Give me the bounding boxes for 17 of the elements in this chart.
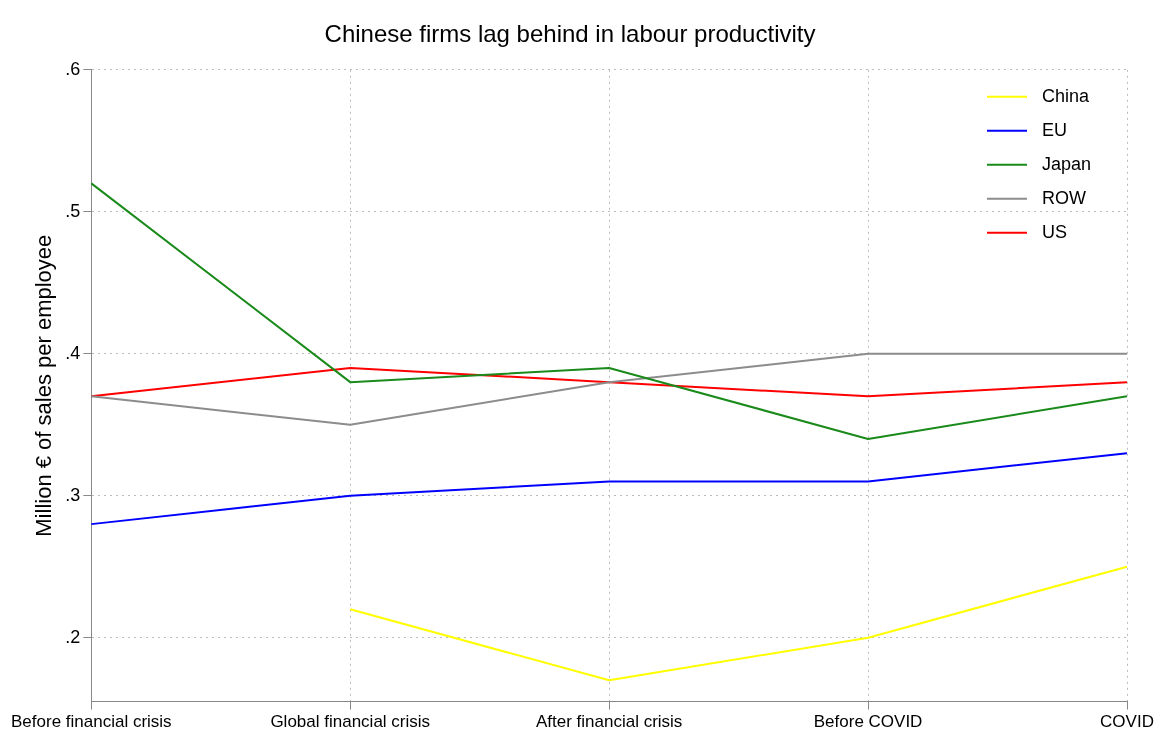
y-tick-label: .5 (65, 200, 81, 221)
y-tick-label: .4 (65, 342, 81, 363)
x-tick-label: Global financial crisis (270, 712, 431, 732)
legend-label: China (1042, 85, 1091, 106)
y-tick-label: .3 (65, 484, 81, 505)
legend-label: Japan (1042, 153, 1092, 174)
legend-label: EU (1042, 119, 1068, 140)
y-tick-label: .6 (65, 58, 81, 79)
x-tick-label: COVID (1100, 712, 1154, 732)
chart-title: Chinese firms lag behind in labour productivity (324, 20, 816, 48)
legend-label: US (1042, 221, 1068, 242)
legend-label: ROW (1042, 187, 1086, 208)
x-tick-label: After financial crisis (535, 712, 683, 732)
y-tick-label: .2 (65, 626, 81, 647)
x-tick-label: Before COVID (813, 712, 923, 732)
x-tick-label: Before financial crisis (11, 712, 172, 732)
y-axis-title: Million € of sales per employee (31, 234, 57, 537)
